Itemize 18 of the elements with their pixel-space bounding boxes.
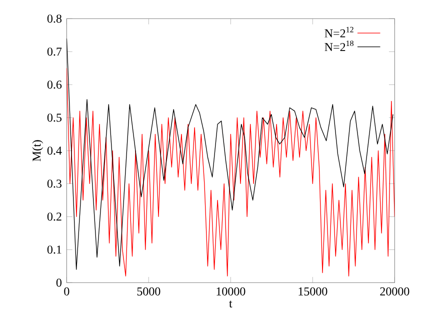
legend-label: N=2$^{18}$	[324, 40, 354, 52]
y-tick-label: 0.1	[47, 246, 62, 254]
y-tick-label: 0.6	[47, 80, 62, 89]
legend-label: N=2$^{12}$	[324, 26, 354, 38]
x-tick-label: 5000	[137, 287, 160, 296]
x-axis-title: t	[229, 300, 232, 308]
y-tick-label: 0.4	[47, 146, 62, 155]
y-tick-label: 0.3	[47, 180, 62, 188]
y-tick-label: 0.5	[47, 114, 62, 122]
x-tick-label: 10000	[216, 287, 246, 296]
y-tick-label: 0.7	[47, 48, 62, 56]
y-tick-label: 0.8	[47, 14, 62, 23]
x-tick-label: 0	[64, 287, 70, 296]
x-tick-label: 20000	[380, 287, 410, 296]
x-tick-label: 15000	[298, 287, 328, 296]
y-tick-label: 0.2	[47, 212, 62, 221]
y-axis-title: M(t)	[32, 140, 44, 162]
y-tick-label: 0	[56, 278, 62, 287]
